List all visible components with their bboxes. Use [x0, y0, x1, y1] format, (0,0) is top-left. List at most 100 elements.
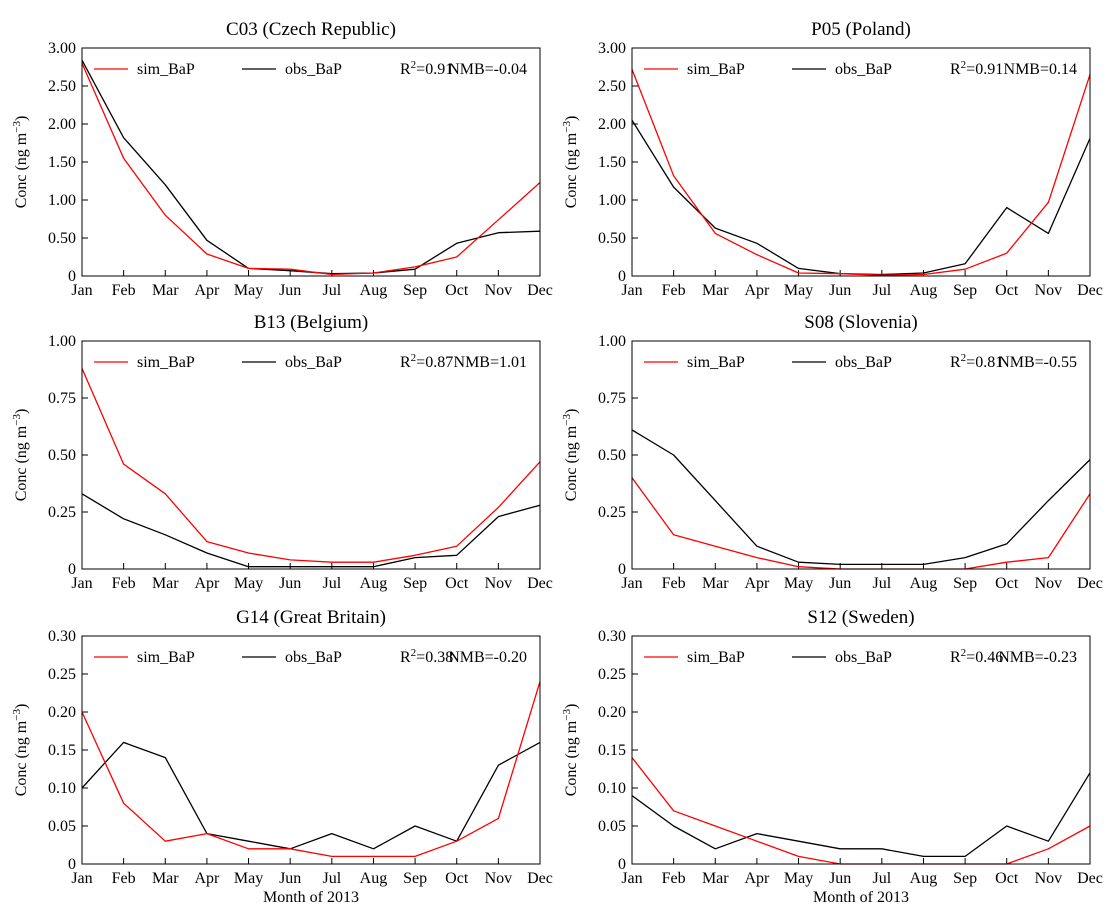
nmb-stat: NMB=-0.23: [998, 649, 1077, 666]
x-tick-label: Aug: [360, 575, 388, 592]
series-line-obs-bap: [81, 741, 541, 850]
y-tick-label: 0: [68, 856, 76, 873]
x-tick-label: May: [234, 575, 263, 592]
x-tick-label: Jun: [829, 870, 851, 887]
legend-label: sim_BaP: [687, 649, 745, 666]
plot-frame: [81, 340, 541, 570]
nmb-stat: NMB=1.01: [454, 354, 527, 371]
x-tick-label: Oct: [445, 870, 469, 887]
x-tick-label: Apr: [194, 575, 220, 592]
y-axis-label: Conc (ng m−3): [561, 704, 580, 797]
x-tick-label: Jul: [322, 870, 341, 887]
x-tick-label: Aug: [360, 282, 388, 299]
x-tick-label: Apr: [744, 575, 770, 592]
y-tick-label: 0: [68, 561, 76, 578]
x-tick-label: Jul: [872, 575, 891, 592]
x-axis-label: Month of 2013: [813, 889, 909, 906]
x-tick-label: Aug: [910, 870, 938, 887]
y-tick-label: 3.00: [598, 40, 626, 57]
x-tick-label: Dec: [527, 575, 553, 592]
nmb-stat: NMB=-0.04: [448, 61, 527, 78]
y-tick-label: 0.50: [598, 230, 626, 247]
chart-title: S08 (Slovenia): [804, 312, 917, 333]
r2-stat: R2=0.87: [400, 352, 453, 371]
x-tick-label: Jan: [621, 282, 642, 299]
chart-title: C03 (Czech Republic): [226, 19, 396, 40]
chart-title: P05 (Poland): [811, 19, 911, 40]
series-line-sim-bap: [81, 62, 541, 276]
x-tick-label: Nov: [1035, 575, 1063, 592]
y-tick-label: 0.05: [598, 818, 626, 835]
plot-frame: [631, 340, 1091, 570]
nmb-stat: NMB=0.14: [1004, 61, 1077, 78]
x-tick-label: Sep: [403, 870, 427, 887]
plot-frame: [81, 635, 541, 865]
x-tick-label: Feb: [112, 575, 136, 592]
legend-label: sim_BaP: [687, 61, 745, 78]
legend-label: obs_BaP: [285, 354, 342, 371]
x-tick-label: Jul: [322, 575, 341, 592]
legend-label: obs_BaP: [835, 649, 892, 666]
x-tick-label: Mar: [702, 575, 729, 592]
chart-panel: P05 (Poland) 0 0.50 1.00 1.50 2.00 2.50 3.00 Jan…: [561, 19, 1103, 299]
y-tick-label: 2.50: [598, 78, 626, 95]
x-tick-label: Jun: [829, 282, 851, 299]
nmb-stat: NMB=-0.20: [448, 649, 527, 666]
y-tick-label: 0: [618, 856, 626, 873]
x-tick-label: Feb: [662, 282, 686, 299]
series-line-sim-bap: [631, 477, 1091, 570]
x-tick-label: Nov: [485, 870, 513, 887]
legend-label: obs_BaP: [285, 61, 342, 78]
y-tick-label: 0.25: [598, 504, 626, 521]
y-tick-label: 0.25: [48, 504, 76, 521]
x-tick-label: Mar: [152, 575, 179, 592]
x-tick-label: Feb: [112, 282, 136, 299]
x-tick-label: Sep: [953, 870, 977, 887]
x-tick-label: Nov: [1035, 282, 1063, 299]
legend-label: sim_BaP: [137, 354, 195, 371]
y-tick-label: 0.30: [48, 628, 76, 645]
r2-stat: R2=0.91: [400, 59, 453, 78]
x-tick-label: Jan: [71, 575, 92, 592]
nmb-stat: NMB=-0.55: [998, 354, 1077, 371]
chart-title: B13 (Belgium): [254, 312, 369, 333]
x-tick-label: Jan: [71, 282, 92, 299]
series-line-sim-bap: [81, 681, 541, 858]
y-tick-label: 3.00: [48, 40, 76, 57]
y-tick-label: 0.20: [598, 704, 626, 721]
y-tick-label: 0.15: [48, 742, 76, 759]
x-tick-label: Sep: [953, 575, 977, 592]
x-tick-label: Oct: [445, 575, 469, 592]
x-tick-label: Jul: [872, 282, 891, 299]
chart-title: G14 (Great Britain): [236, 607, 386, 628]
y-tick-label: 0: [618, 561, 626, 578]
x-tick-label: Jun: [279, 575, 301, 592]
y-tick-label: 0.75: [48, 390, 76, 407]
y-tick-label: 0.10: [598, 780, 626, 797]
legend-label: obs_BaP: [835, 61, 892, 78]
x-tick-label: Mar: [152, 870, 179, 887]
x-tick-label: Jun: [829, 575, 851, 592]
x-tick-label: May: [784, 282, 813, 299]
y-tick-label: 0.50: [48, 230, 76, 247]
y-tick-label: 0.50: [48, 447, 76, 464]
x-tick-label: Feb: [112, 870, 136, 887]
x-tick-label: Oct: [995, 870, 1019, 887]
x-tick-label: Feb: [662, 575, 686, 592]
x-tick-label: Dec: [527, 282, 553, 299]
x-tick-label: Mar: [702, 870, 729, 887]
x-tick-label: Jun: [279, 870, 301, 887]
x-tick-label: Jul: [872, 870, 891, 887]
x-tick-label: Nov: [1035, 870, 1063, 887]
y-axis-label: Conc (ng m−3): [11, 409, 30, 502]
y-tick-label: 0.50: [598, 447, 626, 464]
chart-panel: S12 (Sweden) 0 0.05 0.10 0.15 0.20 0.25 0.30 Jan…: [561, 607, 1103, 906]
x-axis-label: Month of 2013: [263, 889, 359, 906]
series-line-obs-bap: [81, 493, 541, 568]
x-tick-label: Sep: [953, 282, 977, 299]
x-tick-label: Mar: [152, 282, 179, 299]
y-tick-label: 0.25: [48, 666, 76, 683]
x-tick-label: Dec: [1077, 282, 1103, 299]
chart-panel: G14 (Great Britain) 0 0.05 0.10 0.15 0.20 0.25…: [11, 607, 553, 906]
